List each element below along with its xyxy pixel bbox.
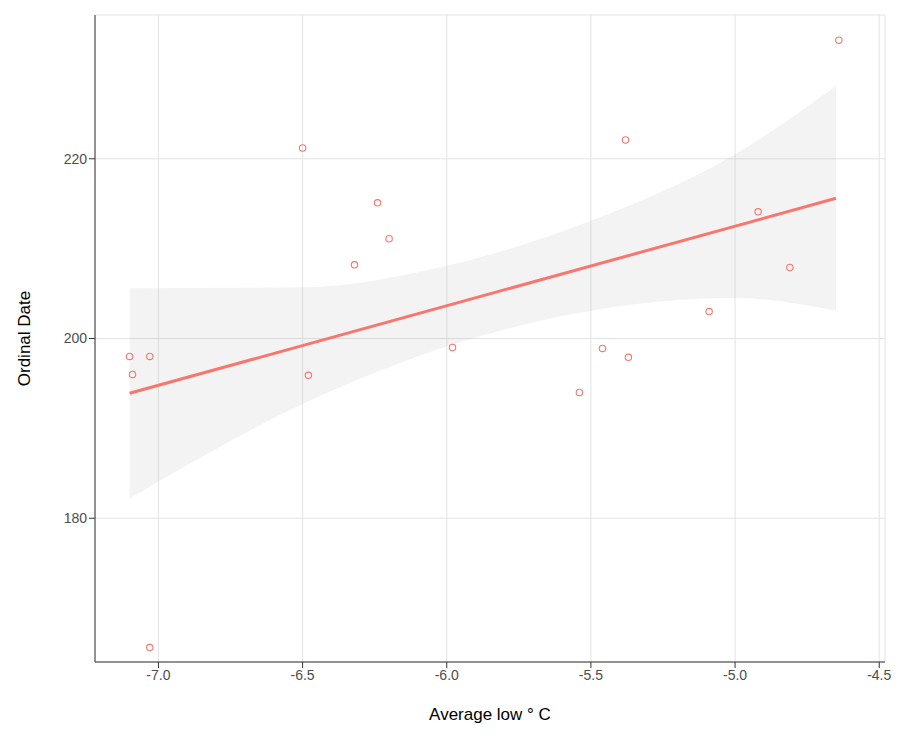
svg-text:-4.5: -4.5 xyxy=(867,667,891,683)
svg-text:-5.5: -5.5 xyxy=(579,667,603,683)
svg-text:Average low ° C: Average low ° C xyxy=(429,705,551,724)
svg-text:220: 220 xyxy=(64,151,88,167)
svg-text:-6.0: -6.0 xyxy=(435,667,459,683)
svg-text:-7.0: -7.0 xyxy=(146,667,170,683)
svg-text:-5.0: -5.0 xyxy=(723,667,747,683)
svg-text:200: 200 xyxy=(64,330,88,346)
svg-text:Ordinal Date: Ordinal Date xyxy=(15,291,34,386)
svg-text:-6.5: -6.5 xyxy=(291,667,315,683)
svg-text:180: 180 xyxy=(64,510,88,526)
